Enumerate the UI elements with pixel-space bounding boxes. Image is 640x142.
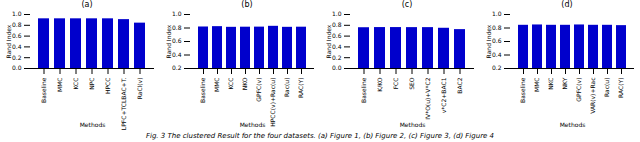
svg-text:MMC: MMC xyxy=(213,78,220,93)
svg-text:Methods: Methods xyxy=(400,121,426,128)
svg-text:Rac(u): Rac(u) xyxy=(603,78,610,98)
svg-text:0.6: 0.6 xyxy=(332,32,342,39)
svg-text:0.8: 0.8 xyxy=(172,24,182,31)
svg-text:RAC(Y): RAC(Y) xyxy=(617,78,624,98)
svg-text:GPFC(v): GPFC(v) xyxy=(575,78,582,102)
svg-text:MMC: MMC xyxy=(533,78,540,93)
svg-text:0.4: 0.4 xyxy=(12,43,22,50)
html-text:(d): (d) xyxy=(561,0,573,9)
svg-text:0.2: 0.2 xyxy=(332,54,342,61)
svg-text:GPFC(v): GPFC(v) xyxy=(255,78,262,102)
svg-text:0.4: 0.4 xyxy=(172,51,182,58)
svg-text:0.4: 0.4 xyxy=(332,43,342,50)
svg-text:NPC: NPC xyxy=(88,78,95,90)
svg-text:Rac(u): Rac(u) xyxy=(283,78,290,98)
svg-text:1.0: 1.0 xyxy=(172,10,182,17)
svg-text:0.0: 0.0 xyxy=(12,64,22,71)
svg-text:VAR(v)+Rac: VAR(v)+Rac xyxy=(589,78,596,114)
svg-text:HPCC(v)+Rac(u): HPCC(v)+Rac(u) xyxy=(269,78,276,127)
svg-text:1.0: 1.0 xyxy=(332,10,342,17)
svg-text:0.6: 0.6 xyxy=(12,32,22,39)
svg-text:Baseline: Baseline xyxy=(40,77,47,103)
svg-text:1.0: 1.0 xyxy=(12,10,22,17)
svg-text:K/KO: K/KO xyxy=(376,77,383,92)
svg-text:Rand Index: Rand Index xyxy=(325,24,332,58)
svg-text:KCC: KCC xyxy=(227,78,234,90)
svg-text:SEO: SEO xyxy=(408,77,415,90)
svg-text:LPFC+TCLBAC+T.: LPFC+TCLBAC+T. xyxy=(120,77,127,130)
svg-text:FCC: FCC xyxy=(392,78,399,90)
svg-text:0.8: 0.8 xyxy=(12,21,22,28)
svg-text:1.0: 1.0 xyxy=(492,10,502,17)
svg-text:Rand Index: Rand Index xyxy=(165,24,172,58)
svg-text:Baseline: Baseline xyxy=(360,77,367,103)
svg-text:0.6: 0.6 xyxy=(172,37,182,44)
svg-text:Baseline: Baseline xyxy=(199,77,206,103)
svg-text:MMC: MMC xyxy=(56,78,63,93)
svg-text:Methods: Methods xyxy=(80,121,106,128)
svg-text:0.2: 0.2 xyxy=(12,54,22,61)
svg-text:RAC(Y): RAC(Y) xyxy=(297,78,304,98)
svg-text:RaCl(v): RaCl(v) xyxy=(136,78,143,100)
svg-text:0.2: 0.2 xyxy=(492,64,502,71)
svg-text:0.8: 0.8 xyxy=(332,21,342,28)
svg-text:Methods: Methods xyxy=(240,121,266,128)
html-text:(b): (b) xyxy=(241,0,253,9)
svg-text:Rand Index: Rand Index xyxy=(485,24,492,58)
svg-text:0.2: 0.2 xyxy=(172,64,182,71)
svg-text:IV*O(u)+V*C2: IV*O(u)+V*C2 xyxy=(424,77,431,119)
html-text:(a): (a) xyxy=(81,0,93,9)
svg-text:NKO: NKO xyxy=(241,77,248,90)
svg-text:HPCC: HPCC xyxy=(104,78,111,95)
svg-text:0.0: 0.0 xyxy=(332,64,342,71)
svg-text:0.6: 0.6 xyxy=(492,37,502,44)
svg-text:KCC: KCC xyxy=(72,78,79,90)
svg-text:Baseline: Baseline xyxy=(519,77,526,103)
svg-text:NKC: NKC xyxy=(547,78,554,90)
html-text:(c): (c) xyxy=(401,0,413,9)
svg-text:Methods: Methods xyxy=(560,121,586,128)
html-text:Fig. 3 The clustered Result fo: Fig. 3 The clustered Result for the four… xyxy=(145,132,495,140)
svg-text:0.4: 0.4 xyxy=(492,51,502,58)
svg-text:0.8: 0.8 xyxy=(492,24,502,31)
svg-text:v*C2+BAC1: v*C2+BAC1 xyxy=(440,77,447,113)
svg-text:Rand Index: Rand Index xyxy=(5,24,12,58)
svg-text:BAC2: BAC2 xyxy=(456,77,463,93)
svg-text:NKY: NKY xyxy=(561,77,568,89)
